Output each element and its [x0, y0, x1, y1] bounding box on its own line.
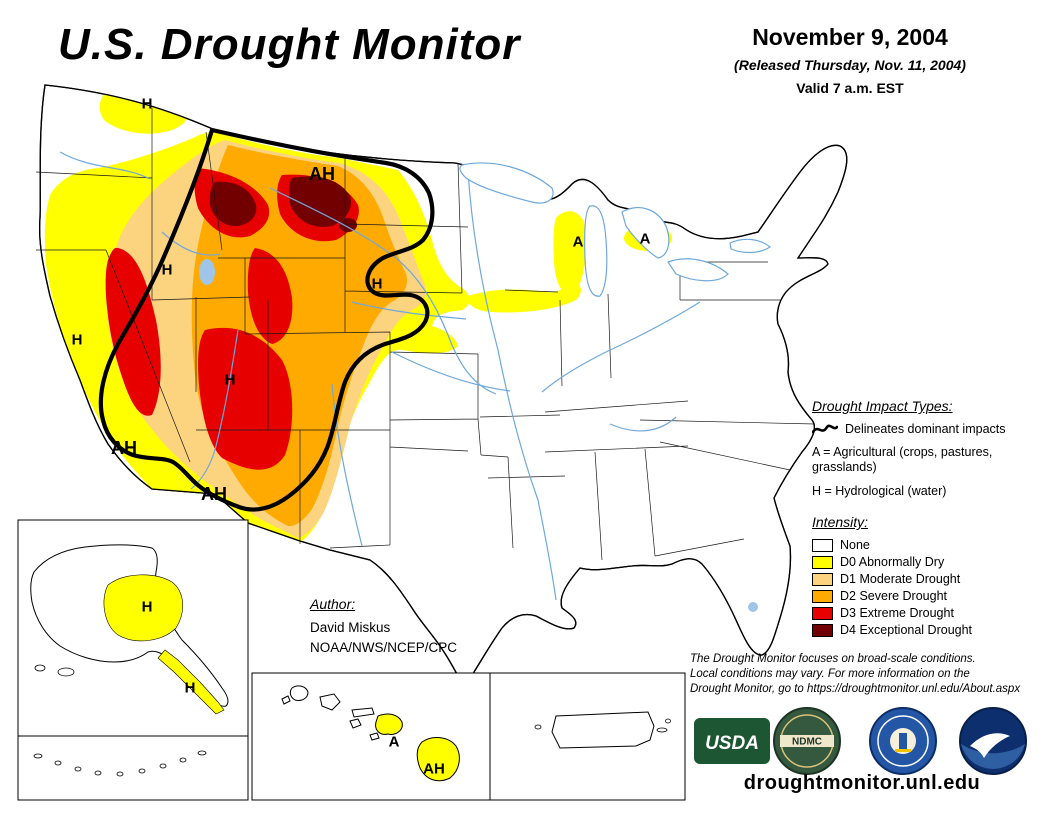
hydrological-label: H = Hydrological (water)	[812, 484, 947, 498]
vieques-island	[656, 727, 668, 733]
kahoolawe	[369, 732, 380, 741]
impact-label-a-maui: A	[388, 733, 400, 751]
delineates-row: Delineates dominant impacts	[812, 422, 1052, 436]
usda-logo-text: USDA	[705, 733, 759, 754]
ndmc-logo: NDMC	[773, 707, 841, 775]
lake-huron	[621, 207, 670, 259]
ndmc-logo-text: NDMC	[792, 737, 822, 748]
conus-map	[35, 84, 848, 696]
unl-seal-logo	[869, 707, 937, 775]
molokai	[351, 707, 375, 718]
oahu	[319, 693, 341, 711]
author-name: David Miskus	[310, 620, 391, 635]
author-heading: Author:	[310, 596, 356, 612]
site-url[interactable]: droughtmonitor.unl.edu	[743, 772, 981, 794]
impact-label-h-washington: H	[141, 95, 153, 113]
legend-label: D0 Abnormally Dry	[840, 555, 945, 569]
swatch-none	[812, 538, 833, 552]
alaska-panhandle-d0-area	[157, 649, 225, 715]
legend-label: D3 Extreme Drought	[840, 606, 954, 620]
impact-label-a-michigan: A	[639, 230, 651, 248]
author-agency: NOAA/NWS/NCEP/CPC	[310, 640, 458, 655]
kodiak-island	[57, 667, 75, 677]
legend-label: D1 Moderate Drought	[840, 572, 961, 586]
great-salt-lake	[199, 259, 215, 285]
dominant-impact-boundary	[98, 127, 435, 512]
lake-michigan	[584, 205, 608, 297]
intensity-heading: Intensity:	[812, 514, 869, 530]
culebra-island	[665, 718, 671, 724]
puerto-rico-outline	[551, 711, 655, 749]
legend-item-d4: D4 Exceptional Drought	[812, 623, 1052, 637]
alaska-inset	[17, 519, 249, 737]
niihau	[281, 695, 291, 705]
agricultural-label: A = Agricultural (crops, pastures, grass…	[812, 445, 993, 474]
impact-label-a-wisconsin: A	[572, 233, 584, 251]
impact-label-h-california: H	[71, 331, 83, 349]
legend-item-none: None	[812, 538, 1052, 552]
rivers	[59, 151, 701, 601]
impact-label-h-utah: H	[224, 371, 236, 389]
intensity-legend: Intensity: None D0 Abnormally Dry D1 Mod…	[812, 514, 1052, 640]
impact-label-h-nebraska: H	[371, 275, 383, 293]
swatch-d0	[812, 555, 833, 569]
noaa-logo	[959, 707, 1027, 775]
impact-label-h-alaska: H	[141, 598, 153, 616]
d4-exceptional-drought-areas	[209, 176, 357, 232]
lake-erie	[667, 258, 729, 282]
swatch-d2	[812, 589, 833, 603]
great-lakes	[459, 162, 771, 297]
lanai	[349, 718, 362, 729]
maui-d0-area	[375, 713, 403, 735]
release-date: (Released Thursday, Nov. 11, 2004)	[734, 57, 966, 73]
legend-item-d2: D2 Severe Drought	[812, 589, 1052, 603]
legend-label: D4 Exceptional Drought	[840, 623, 973, 637]
swatch-d3	[812, 606, 833, 620]
impact-label-ah-hawaii-island: AH	[423, 760, 445, 778]
kauai	[289, 685, 309, 701]
page-title: U.S. Drought Monitor	[58, 20, 521, 69]
impact-label-ah-montana: AH	[309, 164, 335, 184]
lake-ontario	[729, 238, 771, 254]
impact-label-ah-southern-california: AH	[111, 438, 137, 458]
hawaii-inset	[251, 672, 491, 801]
swatch-d1	[812, 572, 833, 586]
impact-label-h-alaska-panhandle: H	[184, 679, 196, 697]
mona-island	[534, 724, 542, 730]
swatch-d4	[812, 623, 833, 637]
impact-label-ah-arizona-new-mexico: AH	[201, 484, 227, 504]
legend-item-d1: D1 Moderate Drought	[812, 572, 1052, 586]
legend-label: D2 Severe Drought	[840, 589, 948, 603]
aleutian-island	[34, 664, 46, 672]
disclaimer-line-2: Local conditions may vary. For more info…	[690, 667, 970, 680]
lake-superior	[459, 162, 554, 204]
big-island-d0-area	[416, 737, 460, 782]
delineates-label: Delineates dominant impacts	[845, 422, 1006, 436]
impact-boundary-icon	[812, 424, 838, 434]
lake-okeechobee	[748, 602, 758, 612]
state-boundaries	[35, 108, 816, 561]
puerto-rico-inset	[489, 672, 686, 801]
date-block: November 9, 2004 (Released Thursday, Nov…	[690, 24, 1010, 96]
legend-label: None	[840, 538, 870, 552]
map-date: November 9, 2004	[752, 24, 948, 50]
impact-types-heading: Drought Impact Types:	[812, 398, 953, 414]
aleutian-inset	[17, 735, 249, 801]
impact-types-legend: Drought Impact Types: Delineates dominan…	[812, 398, 1052, 508]
alaska-d0-area	[103, 574, 183, 642]
legend-item-d0: D0 Abnormally Dry	[812, 555, 1052, 569]
disclaimer-line-3: Drought Monitor, go to https://droughtmo…	[690, 682, 1021, 695]
disclaimer-line-1: The Drought Monitor focuses on broad-sca…	[690, 653, 976, 665]
author-block: Author: David Miskus NOAA/NWS/NCEP/CPC	[310, 596, 540, 655]
valid-time: Valid 7 a.m. EST	[796, 80, 904, 96]
usda-logo: USDA	[694, 718, 770, 764]
impact-label-h-idaho: H	[161, 261, 173, 279]
disclaimer: The Drought Monitor focuses on broad-sca…	[690, 652, 1042, 697]
legend-item-d3: D3 Extreme Drought	[812, 606, 1052, 620]
